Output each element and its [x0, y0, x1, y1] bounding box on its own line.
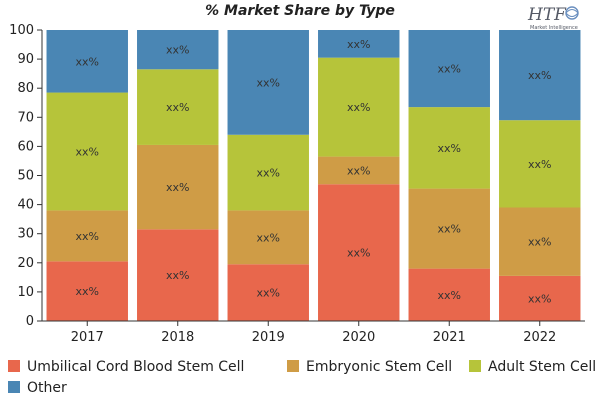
y-tick-label: 100: [9, 23, 34, 38]
data-label: xx%: [257, 167, 280, 180]
bar-segment: [499, 30, 581, 121]
data-label: xx%: [438, 63, 461, 76]
legend-label: Embryonic Stem Cell: [306, 359, 453, 375]
bar-segment: [499, 275, 581, 321]
data-label: xx%: [257, 76, 280, 89]
x-tick-label: 2022: [523, 330, 556, 345]
data-label: xx%: [347, 38, 370, 51]
x-tick-label: 2019: [252, 330, 285, 345]
x-tick-label: 2018: [161, 330, 194, 345]
data-label: xx%: [438, 223, 461, 236]
chart-title: % Market Share by Type: [205, 3, 395, 19]
y-tick-label: 20: [17, 256, 34, 271]
bar-segment: [318, 57, 400, 157]
data-label: xx%: [438, 289, 461, 302]
data-label: xx%: [347, 247, 370, 260]
x-tick-label: 2020: [342, 330, 375, 345]
bar-segment: [408, 107, 490, 189]
bar-segment: [408, 30, 490, 108]
bar-segment: [137, 30, 219, 70]
x-tick-label: 2017: [71, 330, 104, 345]
htf-logo: HTF Market Intelligence: [527, 5, 579, 31]
data-label: xx%: [438, 142, 461, 155]
y-tick-label: 70: [17, 110, 34, 125]
bar-segment: [408, 268, 490, 321]
y-tick-label: 0: [26, 314, 34, 329]
data-label: xx%: [347, 164, 370, 177]
bar-segment: [227, 30, 309, 135]
bar-segment: [137, 144, 219, 230]
legend-swatch: [8, 360, 20, 372]
data-label: xx%: [257, 231, 280, 244]
legend-item: Umbilical Cord Blood Stem Cell: [8, 358, 244, 376]
data-label: xx%: [166, 44, 189, 57]
legend-swatch: [287, 360, 299, 372]
bar-segment: [227, 264, 309, 321]
data-label: xx%: [166, 101, 189, 114]
data-label: xx%: [347, 101, 370, 114]
x-tick-label: 2021: [433, 330, 466, 345]
legend-swatch: [469, 360, 481, 372]
y-tick-label: 50: [17, 169, 34, 184]
legend-item: Other: [8, 379, 67, 397]
data-label: xx%: [528, 69, 551, 82]
data-label: xx%: [528, 236, 551, 249]
legend-item: Embryonic Stem Cell: [287, 358, 452, 376]
legend-item: Adult Stem Cell: [469, 358, 596, 376]
bar-segment: [499, 207, 581, 276]
y-tick-label: 80: [17, 81, 34, 96]
data-label: xx%: [76, 55, 99, 68]
data-label: xx%: [166, 181, 189, 194]
y-tick-label: 10: [17, 285, 34, 300]
bar-segment: [137, 69, 219, 145]
bar-segment: [227, 134, 309, 211]
data-label: xx%: [528, 158, 551, 171]
bar-segment: [46, 210, 128, 262]
bar-segment: [318, 30, 400, 58]
bar-segment: [499, 120, 581, 208]
data-label: xx%: [257, 287, 280, 300]
data-label: xx%: [76, 285, 99, 298]
bar-segment: [227, 210, 309, 265]
bars: xx% xx% xx% xx% xx% xx% xx% xx% xx% xx% xx% xx% xx% x…: [46, 30, 581, 321]
bar-segment: [137, 229, 219, 321]
bar-segment: [408, 188, 490, 269]
data-label: xx%: [76, 145, 99, 158]
bar-segment: [46, 30, 128, 93]
data-label: xx%: [528, 292, 551, 305]
y-tick-label: 40: [17, 198, 34, 213]
svg-text:HTF: HTF: [527, 5, 567, 25]
bar-segment: [46, 92, 128, 211]
x-axis: 2017 2018 2019 2020 2021 2022: [42, 320, 585, 345]
y-tick-label: 30: [17, 227, 34, 242]
bar-segment: [318, 184, 400, 321]
legend-label: Other: [27, 380, 67, 396]
bar-segment: [46, 261, 128, 321]
bar-segment: [318, 156, 400, 185]
data-label: xx%: [76, 230, 99, 243]
legend-label: Umbilical Cord Blood Stem Cell: [27, 359, 245, 375]
y-axis: 0 10 20 30 40 50 60 70 80 90 100: [9, 23, 43, 329]
legend-swatch: [8, 381, 20, 393]
y-tick-label: 60: [17, 139, 34, 154]
data-label: xx%: [166, 269, 189, 282]
y-tick-label: 90: [17, 52, 34, 67]
legend-label: Adult Stem Cell: [488, 359, 597, 375]
svg-text:Market Intelligence: Market Intelligence: [530, 25, 578, 31]
